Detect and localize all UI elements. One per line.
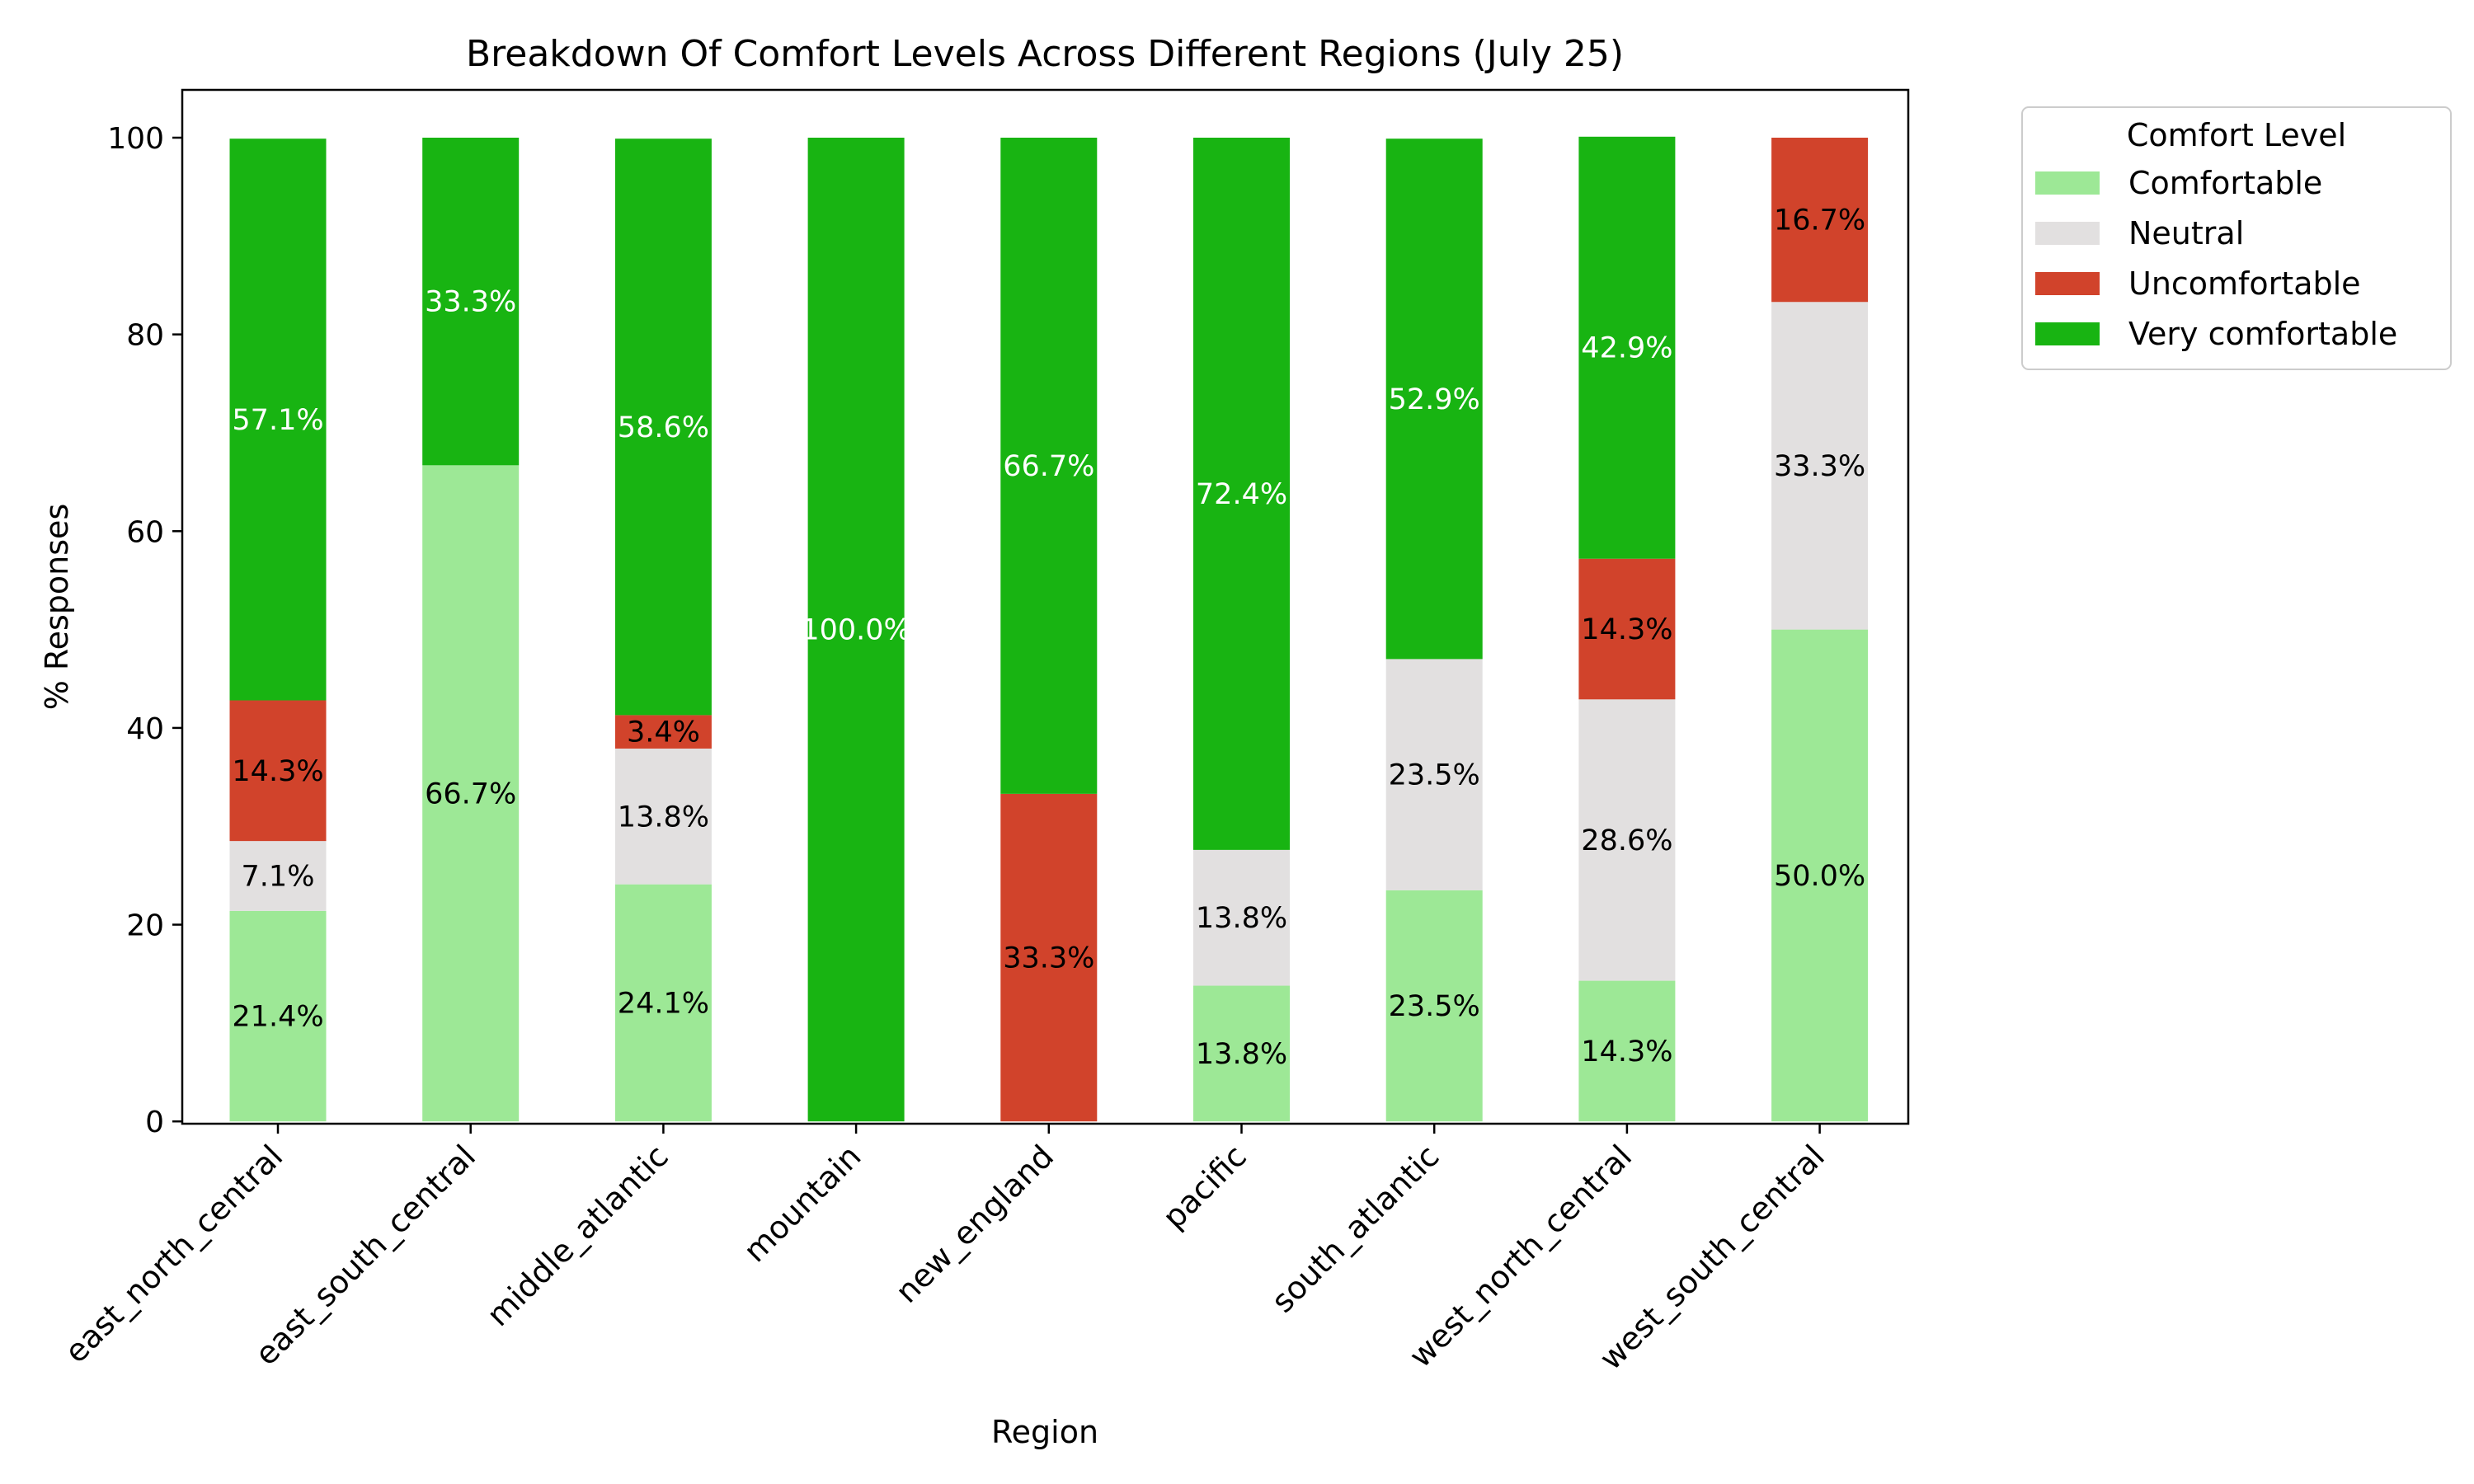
legend: Comfort Level Comfortable Neutral Uncomfor…: [2021, 106, 2452, 370]
y-axis-label: % Responses: [39, 504, 75, 711]
data-label-west-south-central-comfortable: 50.0%: [1774, 860, 1865, 893]
x-tick-label-east-south-central: east_south_central: [248, 1138, 482, 1372]
bar-west-south-central-uncomfortable: [1771, 138, 1869, 303]
legend-items: Comfortable Neutral Uncomfortable Very comf…: [2035, 165, 2397, 352]
legend-box: [2021, 106, 2452, 370]
y-tick-label: 80: [126, 319, 164, 353]
data-label-pacific-comfortable: 13.8%: [1196, 1038, 1287, 1071]
bar-west-north-central-very-comfortable: [1578, 136, 1676, 559]
x-tick-label-south-atlantic: south_atlantic: [1264, 1138, 1446, 1319]
y-tick-label: 20: [126, 909, 164, 943]
legend-swatch-comfortable: [2035, 171, 2100, 195]
data-label-west-south-central-uncomfortable: 16.7%: [1774, 204, 1865, 237]
data-label-new-england-uncomfortable: 33.3%: [1003, 942, 1094, 975]
y-tick-label: 0: [145, 1106, 164, 1139]
data-label-pacific-very-comfortable: 72.4%: [1196, 478, 1287, 511]
bar-west-north-central-neutral: [1578, 699, 1676, 981]
data-label-west-north-central-very-comfortable: 42.9%: [1581, 332, 1672, 365]
plot-frame: [181, 88, 1910, 1125]
x-tick-label-new-england: new_england: [888, 1138, 1061, 1310]
data-label-east-north-central-uncomfortable: 14.3%: [232, 755, 323, 788]
y-tick-label: 100: [107, 122, 164, 156]
data-label-new-england-very-comfortable: 66.7%: [1003, 450, 1094, 483]
bar-south-atlantic-very-comfortable: [1385, 139, 1483, 660]
y-tick-label: 40: [126, 712, 164, 746]
data-label-south-atlantic-neutral: 23.5%: [1389, 759, 1480, 792]
bar-east-south-central-very-comfortable: [422, 138, 520, 466]
bar-east-north-central-uncomfortable: [229, 700, 327, 842]
x-tick-label-middle-atlantic: middle_atlantic: [480, 1138, 675, 1333]
data-label-west-north-central-comfortable: 14.3%: [1581, 1036, 1672, 1068]
data-label-middle-atlantic-very-comfortable: 58.6%: [618, 411, 709, 444]
legend-swatch-neutral: [2035, 222, 2100, 245]
data-label-east-south-central-very-comfortable: 33.3%: [425, 286, 516, 319]
x-tick-label-pacific: pacific: [1155, 1138, 1253, 1236]
data-label-east-north-central-neutral: 7.1%: [242, 860, 315, 893]
legend-label-uncomfortable: Uncomfortable: [2128, 265, 2361, 302]
bar-east-north-central-neutral: [229, 841, 327, 911]
bar-east-north-central-very-comfortable: [229, 139, 327, 701]
bar-middle-atlantic-uncomfortable: [614, 715, 712, 749]
bar-middle-atlantic-very-comfortable: [614, 139, 712, 716]
legend-swatch-very-comfortable: [2035, 322, 2100, 345]
x-axis-label: Region: [991, 1414, 1098, 1450]
data-label-east-south-central-comfortable: 66.7%: [425, 777, 516, 810]
data-label-west-north-central-uncomfortable: 14.3%: [1581, 613, 1672, 646]
data-label-south-atlantic-very-comfortable: 52.9%: [1389, 383, 1480, 416]
legend-label-comfortable: Comfortable: [2128, 165, 2322, 201]
chart-title: Breakdown Of Comfort Levels Across Diffe…: [466, 33, 1624, 75]
bar-west-north-central-comfortable: [1578, 980, 1676, 1122]
y-axis: 0 20 40 60 80 100: [107, 122, 182, 1139]
bar-middle-atlantic-neutral: [614, 748, 712, 885]
bar-west-south-central-comfortable: [1771, 629, 1869, 1122]
y-tick-label: 60: [126, 515, 164, 549]
data-label-south-atlantic-comfortable: 23.5%: [1389, 990, 1480, 1023]
bar-new-england-very-comfortable: [1000, 138, 1098, 794]
x-tick-label-east-north-central: east_north_central: [58, 1138, 289, 1369]
bar-pacific-very-comfortable: [1193, 138, 1290, 850]
bar-new-england-uncomfortable: [1000, 793, 1098, 1122]
bar-pacific-neutral: [1193, 849, 1290, 986]
data-label-pacific-neutral: 13.8%: [1196, 902, 1287, 935]
data-label-west-south-central-neutral: 33.3%: [1774, 450, 1865, 483]
bar-labels-layer: 21.4% 7.1% 14.3% 57.1% 66.7% 33.3% 24.1% 13.8% 3…: [232, 204, 1865, 1071]
bar-pacific-comfortable: [1193, 985, 1290, 1122]
data-label-east-north-central-comfortable: 21.4%: [232, 1001, 323, 1034]
x-tick-label-mountain: mountain: [736, 1138, 868, 1269]
bar-mountain-very-comfortable: [807, 138, 905, 1122]
x-axis: east_north_centraleast_south_centralmidd…: [58, 1124, 1832, 1377]
bar-south-atlantic-comfortable: [1385, 890, 1483, 1122]
legend-swatch-uncomfortable: [2035, 272, 2100, 295]
data-label-east-north-central-very-comfortable: 57.1%: [232, 404, 323, 437]
bar-south-atlantic-neutral: [1385, 659, 1483, 890]
bar-east-north-central-comfortable: [229, 910, 327, 1122]
legend-title: Comfort Level: [2127, 117, 2346, 153]
data-label-middle-atlantic-neutral: 13.8%: [618, 801, 709, 834]
data-label-mountain-very-comfortable: 100.0%: [801, 614, 910, 647]
bars-layer: [229, 136, 1869, 1122]
bar-middle-atlantic-comfortable: [614, 884, 712, 1122]
bar-east-south-central-comfortable: [422, 465, 520, 1122]
x-tick-label-west-north-central: west_north_central: [1402, 1138, 1639, 1374]
bar-west-south-central-neutral: [1771, 302, 1869, 630]
legend-label-neutral: Neutral: [2128, 215, 2244, 251]
data-label-middle-atlantic-comfortable: 24.1%: [618, 987, 709, 1020]
data-label-west-north-central-neutral: 28.6%: [1581, 824, 1672, 857]
bar-west-north-central-uncomfortable: [1578, 558, 1676, 700]
data-label-middle-atlantic-uncomfortable: 3.4%: [627, 716, 700, 749]
legend-label-very-comfortable: Very comfortable: [2128, 316, 2397, 352]
